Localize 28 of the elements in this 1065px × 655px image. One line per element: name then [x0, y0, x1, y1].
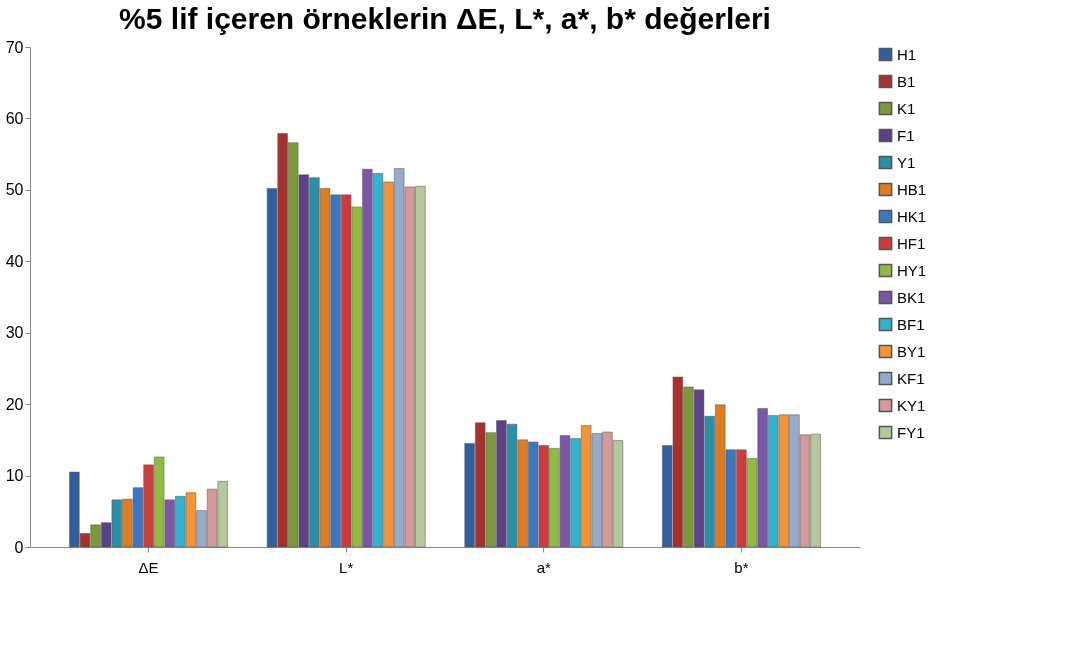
y-tick-label: 10	[5, 467, 24, 485]
legend-label: HY1	[897, 261, 927, 279]
y-tick-label: 50	[5, 181, 24, 199]
legend-label: H1	[897, 45, 917, 63]
legend-label: BK1	[897, 288, 926, 306]
legend-label: B1	[897, 72, 916, 90]
x-tick-label: L*	[339, 558, 354, 576]
x-tick-label: a*	[536, 558, 552, 576]
x-tick-label: b*	[734, 558, 749, 576]
chart-title: %5 lif içeren örneklerin ΔE, L*, a*, b* değerleri	[119, 2, 771, 35]
x-tick-label: ΔE	[138, 558, 159, 576]
legend-label: FY1	[897, 423, 925, 441]
legend-label: KF1	[897, 369, 925, 387]
legend-label: HF1	[897, 234, 926, 252]
y-tick-label: 20	[5, 395, 24, 413]
legend-label: F1	[897, 126, 915, 144]
legend-label: BF1	[897, 315, 925, 333]
y-tick-label: 30	[5, 324, 24, 342]
legend-label: Y1	[897, 153, 916, 171]
y-tick-label: 70	[5, 38, 24, 56]
legend-label: K1	[897, 99, 916, 117]
legend-label: BY1	[897, 342, 926, 360]
legend-label: HK1	[897, 207, 927, 225]
y-tick-label: 40	[5, 252, 24, 270]
legend-label: HB1	[897, 180, 927, 198]
y-tick-label: 60	[5, 109, 24, 127]
legend-label: KY1	[897, 396, 926, 414]
y-tick-label: 0	[14, 538, 24, 556]
